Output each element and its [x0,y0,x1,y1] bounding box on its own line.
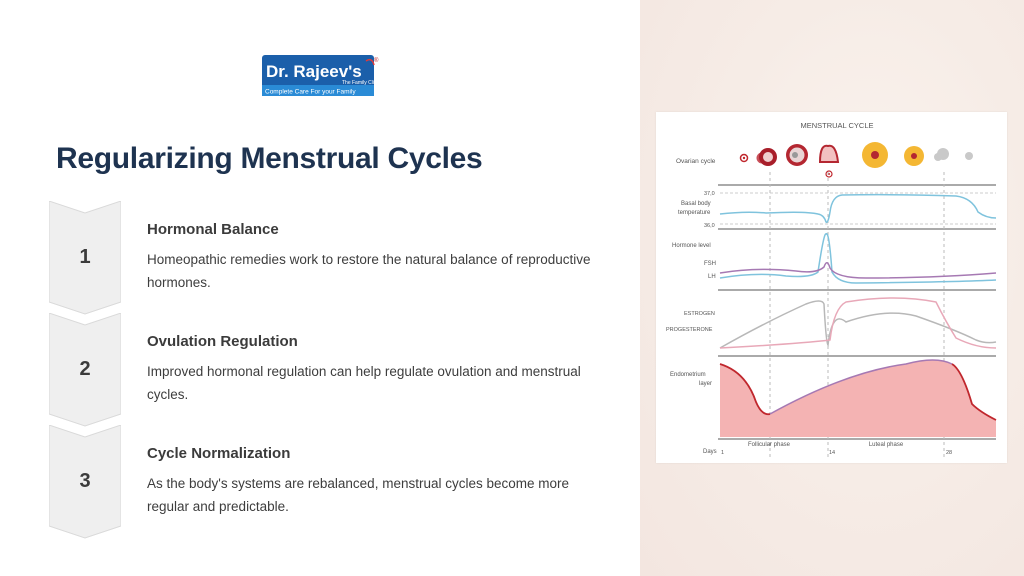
step-3-description: As the body's systems are rebalanced, me… [147,476,570,514]
step-1-chevron-shape [49,201,121,315]
logo-registered-mark: ® [374,57,379,64]
estrogen-label: ESTROGEN [684,311,715,317]
luteal-phase-label: Luteal phase [869,442,904,448]
step-2-chevron-shape [49,313,121,427]
bbt-high-label: 37,0 [704,191,715,197]
menstrual-cycle-diagram: MENSTRUAL CYCLE Ovarian cycle [656,112,1007,463]
step-2-title: Ovulation Regulation [147,333,298,350]
hormone-level-label: Hormone level [672,243,711,249]
clinic-logo: Dr. Rajeev's The Family Clinic Complete … [262,55,382,96]
estrogen-curve [719,300,997,349]
lh-curve [719,262,997,279]
page-title: Regularizing Menstrual Cycles [56,142,483,175]
endometrium-end-line [951,363,997,421]
endometrium-label-line-2: layer [699,381,712,387]
diagram-title: MENSTRUAL CYCLE [800,121,873,130]
bbt-label-line-2: temperature [678,210,711,216]
endometrium-fill [720,360,996,437]
step-1-number: 1 [79,246,91,268]
progesterone-label: PROGESTERONE [666,327,713,333]
step-3-number: 3 [79,470,91,492]
step-3-chevron-shape [49,425,121,539]
step-1-description: Homeopathic remedies work to restore the… [147,252,591,290]
day-28-tick: 28 [946,450,952,456]
endometrium-growth-line [769,359,953,415]
logo-small-tag: The Family Clinic [342,80,381,86]
step-3-title: Cycle Normalization [147,445,291,462]
logo-tagline: Complete Care For your Family [265,89,356,96]
ovarian-follicle-icons [739,142,973,178]
step-2-description: Improved hormonal regulation can help re… [147,364,581,402]
days-label: Days [703,449,717,455]
follicular-phase-label: Follicular phase [748,442,791,448]
endometrium-label-line-1: Endometrium [670,372,706,378]
step-1-title: Hormonal Balance [147,221,279,238]
progesterone-curve [719,297,997,349]
day-14-tick: 14 [829,450,835,456]
lh-label: LH [708,274,716,280]
bbt-curve [719,193,997,224]
step-2-number: 2 [79,358,91,380]
endometrium-shed-line [719,363,771,416]
fsh-curve [719,232,997,284]
ovarian-cycle-label: Ovarian cycle [676,158,716,165]
bbt-low-label: 36,0 [704,223,715,229]
bbt-label-line-1: Basal body [681,201,711,207]
logo-brand-text: Dr. Rajeev's [266,62,362,81]
day-1-tick: 1 [721,450,724,456]
logo-swoosh-icon [365,58,375,66]
fsh-label: FSH [704,261,716,267]
